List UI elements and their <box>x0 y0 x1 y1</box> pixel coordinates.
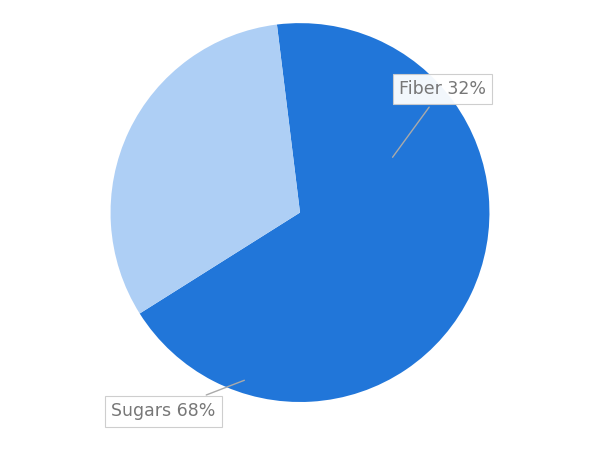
Text: Fiber 32%: Fiber 32% <box>392 81 485 157</box>
Wedge shape <box>140 23 490 402</box>
Wedge shape <box>110 25 300 313</box>
Text: Sugars 68%: Sugars 68% <box>112 380 244 420</box>
